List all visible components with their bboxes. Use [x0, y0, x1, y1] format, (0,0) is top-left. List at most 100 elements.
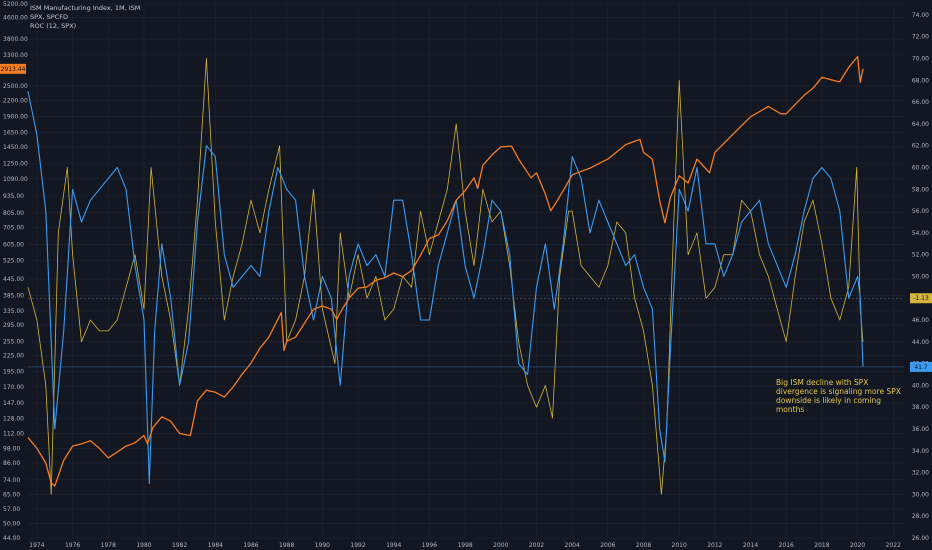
grid-lines [28, 3, 904, 539]
spx-marker-box [0, 63, 26, 74]
legend-ism[interactable]: ISM Manufacturing Index, 1M, ISM [30, 4, 141, 12]
left-tick-label: 255.00 [3, 338, 24, 345]
right-tick-label: 72.00 [912, 34, 929, 41]
right-tick-label: 26.00 [912, 535, 929, 542]
left-tick-label: 57.00 [3, 506, 20, 513]
x-tick-label: 1974 [29, 542, 44, 549]
right-tick-label: 50.00 [912, 273, 929, 280]
right-axis: 74.00 72.00 70.00 68.00 66.00 64.00 62.00 60.00… [912, 12, 929, 542]
roc-marker-text: -1.13 [913, 295, 929, 302]
right-tick-label: 58.00 [912, 186, 929, 193]
left-axis: 5200.00 4600.00 3800.00 3300.00 2500.00 2200.… [3, 1, 28, 542]
left-tick-label: 98.00 [3, 445, 20, 452]
x-tick-label: 2006 [600, 542, 615, 549]
x-tick-label: 2002 [529, 542, 544, 549]
right-tick-label: 30.00 [912, 491, 929, 498]
x-tick-label: 2008 [636, 542, 651, 549]
x-tick-label: 1990 [315, 542, 330, 549]
x-tick-label: 1988 [279, 542, 294, 549]
left-tick-label: 225.00 [3, 352, 24, 359]
right-tick-label: 66.00 [912, 99, 929, 106]
x-tick-label: 1976 [65, 542, 80, 549]
x-tick-label: 1978 [101, 542, 116, 549]
x-tick-label: 1980 [136, 542, 151, 549]
left-tick-label: 295.00 [3, 322, 24, 329]
right-tick-label: 46.00 [912, 317, 929, 324]
left-tick-label: 86.00 [3, 460, 20, 467]
price-markers[interactable]: 2913.44 -1.13 41.7 [0, 63, 932, 372]
x-tick-label: 1992 [350, 542, 365, 549]
left-tick-label: 935.00 [3, 193, 24, 200]
left-tick-label: 1250.00 [3, 161, 28, 168]
x-tick-label: 2012 [707, 542, 722, 549]
x-tick-label: 2010 [672, 542, 687, 549]
left-tick-label: 385.00 [3, 292, 24, 299]
x-tick-label: 1996 [422, 542, 437, 549]
x-tick-label: 2014 [743, 542, 758, 549]
right-tick-label: 38.00 [912, 404, 929, 411]
right-tick-label: 44.00 [912, 339, 929, 346]
right-tick-label: 68.00 [912, 77, 929, 84]
x-axis: 1974 1976 1978 1980 1982 1984 1986 1988 1990 1992… [29, 542, 901, 549]
ism-marker-text: 41.7 [914, 364, 928, 371]
right-tick-label: 64.00 [912, 121, 929, 128]
x-tick-label: 1994 [386, 542, 401, 549]
right-tick-label: 36.00 [912, 426, 929, 433]
left-tick-label: 74.00 [3, 477, 20, 484]
x-tick-label: 2004 [565, 542, 580, 549]
left-tick-label: 128.00 [3, 416, 24, 423]
left-tick-label: 5200.00 [3, 1, 28, 8]
right-tick-label: 70.00 [912, 55, 929, 62]
left-tick-label: 3800.00 [3, 36, 28, 43]
left-tick-label: 112.00 [3, 430, 24, 437]
plot-series [27, 55, 864, 495]
legend-spx[interactable]: SPX, SPCFD [30, 13, 68, 21]
left-tick-label: 50.00 [3, 521, 20, 528]
left-tick-label: 525.00 [3, 258, 24, 265]
left-tick-label: 705.00 [3, 225, 24, 232]
spx-marker-text: 2913.44 [1, 66, 26, 73]
series-line-ism [27, 91, 864, 485]
roc-marker-box [910, 293, 932, 304]
right-tick-label: 74.00 [912, 12, 929, 19]
left-tick-label: 2500.00 [3, 83, 28, 90]
left-tick-label: 1450.00 [3, 144, 28, 151]
left-tick-label: 195.00 [3, 368, 24, 375]
x-tick-label: 2000 [493, 542, 508, 549]
right-tick-label: 52.00 [912, 252, 929, 259]
left-tick-label: 805.00 [3, 210, 24, 217]
left-tick-label: 4600.00 [3, 15, 28, 22]
x-tick-label: 1984 [208, 542, 223, 549]
left-tick-label: 2200.00 [3, 97, 28, 104]
left-tick-label: 1090.00 [3, 176, 28, 183]
x-tick-label: 2020 [850, 542, 865, 549]
left-tick-label: 335.00 [3, 308, 24, 315]
x-tick-label: 1982 [172, 542, 187, 549]
right-tick-label: 40.00 [912, 382, 929, 389]
left-tick-label: 1650.00 [3, 129, 28, 136]
legend-roc[interactable]: ROC (12, SPX) [30, 22, 77, 30]
left-tick-label: 445.00 [3, 276, 24, 283]
series-line-spx [27, 55, 864, 487]
x-tick-label: 2022 [886, 542, 901, 549]
annotation-text: Big ISM decline with SPX divergence is s… [776, 378, 901, 414]
left-tick-label: 65.00 [3, 491, 20, 498]
left-tick-label: 1900.00 [3, 114, 28, 121]
x-tick-label: 1986 [243, 542, 258, 549]
series-line-roc [27, 58, 864, 495]
right-tick-label: 28.00 [912, 513, 929, 520]
left-tick-label: 605.00 [3, 242, 24, 249]
right-tick-label: 54.00 [912, 230, 929, 237]
left-tick-label: 44.00 [3, 535, 20, 542]
x-tick-label: 2016 [779, 542, 794, 549]
right-tick-label: 62.00 [912, 143, 929, 150]
x-tick-label: 2018 [814, 542, 829, 549]
x-tick-label: 1998 [457, 542, 472, 549]
right-tick-label: 60.00 [912, 164, 929, 171]
left-tick-label: 170.00 [3, 384, 24, 391]
ism-marker-box [910, 361, 932, 372]
right-tick-label: 32.00 [912, 470, 929, 477]
left-tick-label: 147.00 [3, 400, 24, 407]
